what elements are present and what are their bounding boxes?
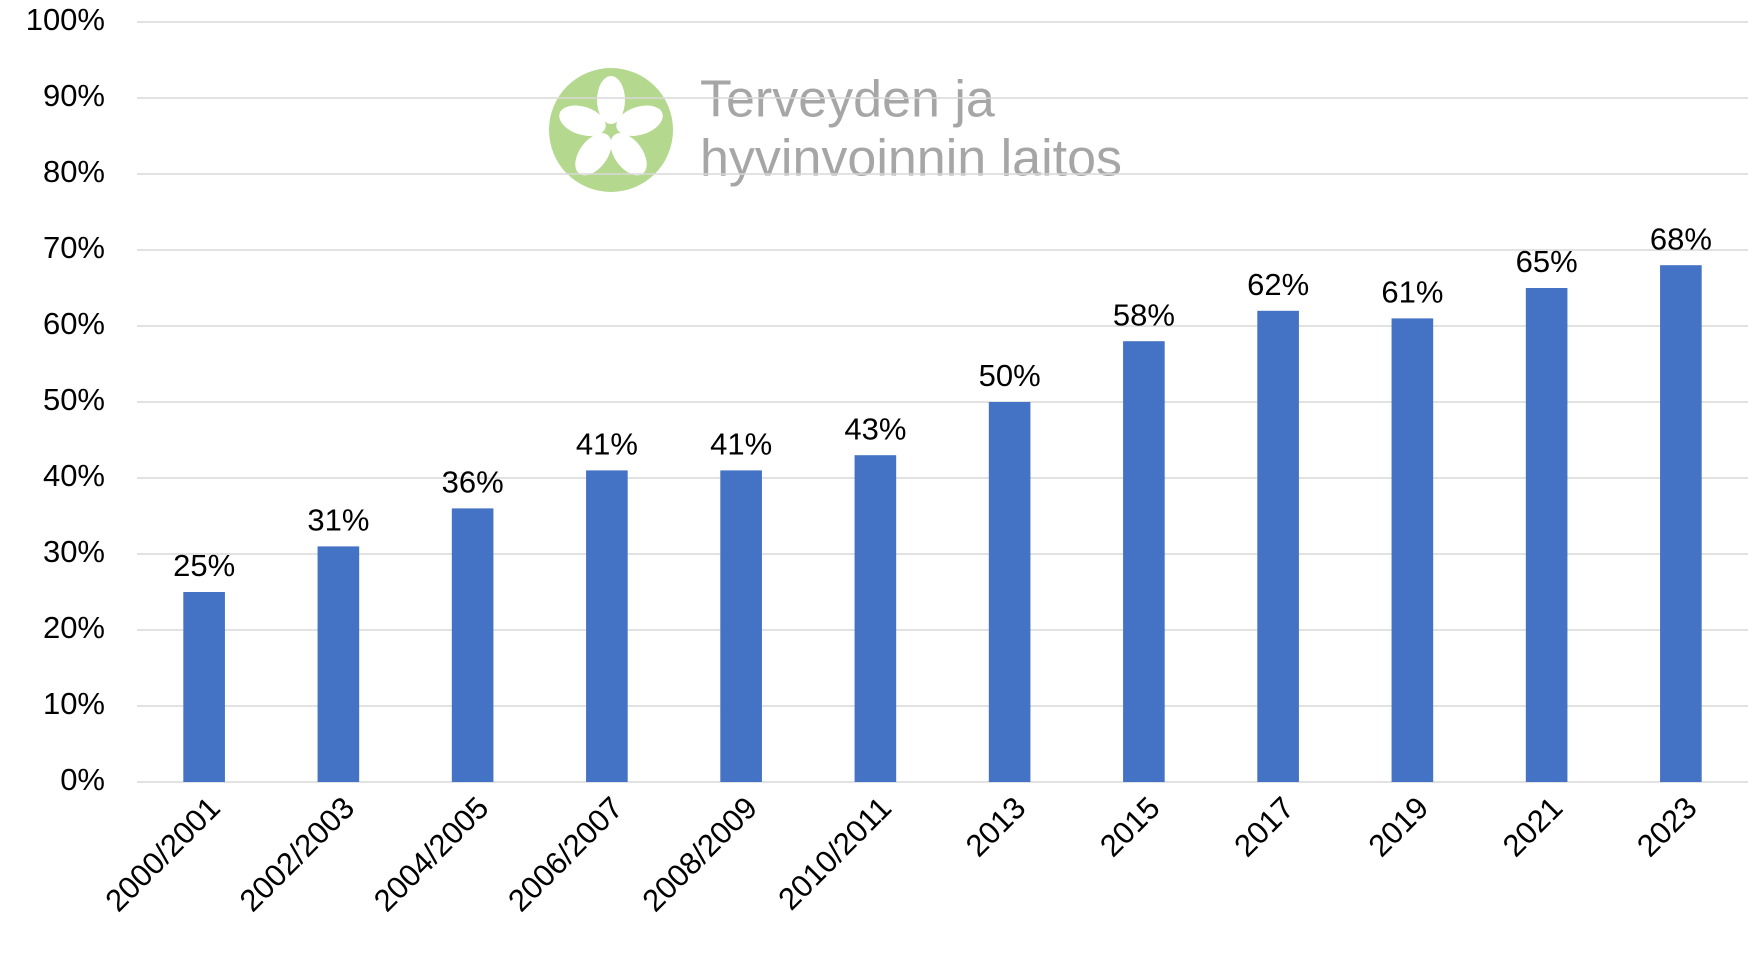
bar <box>1525 288 1568 782</box>
logo-text: hyvinvoinnin laitos <box>700 130 1122 188</box>
x-tick-label: 2008/2009 <box>635 790 763 918</box>
bar <box>1660 265 1702 782</box>
data-label: 25% <box>173 548 235 583</box>
x-tick-label: 2015 <box>1093 790 1167 864</box>
data-label: 31% <box>307 503 369 538</box>
logo-flower <box>559 76 663 176</box>
y-tick-label: 100% <box>26 2 105 37</box>
y-tick-label: 0% <box>60 762 105 797</box>
bar <box>586 470 628 782</box>
x-tick-label: 2000/2001 <box>98 790 226 918</box>
data-label: 65% <box>1516 244 1578 279</box>
data-label: 62% <box>1247 267 1309 302</box>
x-tick-label: 2002/2003 <box>233 790 361 918</box>
y-tick-label: 20% <box>43 610 105 645</box>
data-label: 41% <box>710 427 772 462</box>
y-tick-label: 40% <box>43 458 105 493</box>
bar <box>854 455 897 782</box>
bar <box>183 592 225 782</box>
y-tick-label: 10% <box>43 686 105 721</box>
x-tick-label: 2019 <box>1362 790 1436 864</box>
data-label: 36% <box>442 465 504 500</box>
data-label: 50% <box>979 358 1041 393</box>
bar <box>1391 318 1434 782</box>
data-label: 58% <box>1113 297 1175 332</box>
x-tick-label: 2017 <box>1227 790 1301 864</box>
logo-text: Terveyden ja <box>700 71 995 129</box>
x-tick-label: 2006/2007 <box>501 790 629 918</box>
y-tick-label: 60% <box>43 306 105 341</box>
y-tick-label: 90% <box>43 78 105 113</box>
x-tick-label: 2021 <box>1496 790 1570 864</box>
x-tick-label: 2004/2005 <box>367 790 495 918</box>
bar <box>1257 310 1299 782</box>
bar <box>988 402 1031 782</box>
logo: Terveyden ja hyvinvoinnin laitos <box>549 68 1122 192</box>
x-tick-label: 2023 <box>1630 790 1704 864</box>
data-label: 68% <box>1650 221 1712 256</box>
y-tick-label: 80% <box>43 154 105 189</box>
data-label: 41% <box>576 427 638 462</box>
x-tick-label: 2010/2011 <box>771 790 898 917</box>
x-tick-label: 2013 <box>959 790 1033 864</box>
bar <box>720 470 762 782</box>
data-label: 43% <box>844 411 906 446</box>
y-tick-label: 50% <box>43 382 105 417</box>
bar <box>317 546 360 782</box>
y-tick-label: 70% <box>43 230 105 265</box>
bar <box>1123 341 1165 782</box>
data-label: 61% <box>1381 275 1443 310</box>
y-tick-label: 30% <box>43 534 105 569</box>
bar <box>451 508 494 782</box>
